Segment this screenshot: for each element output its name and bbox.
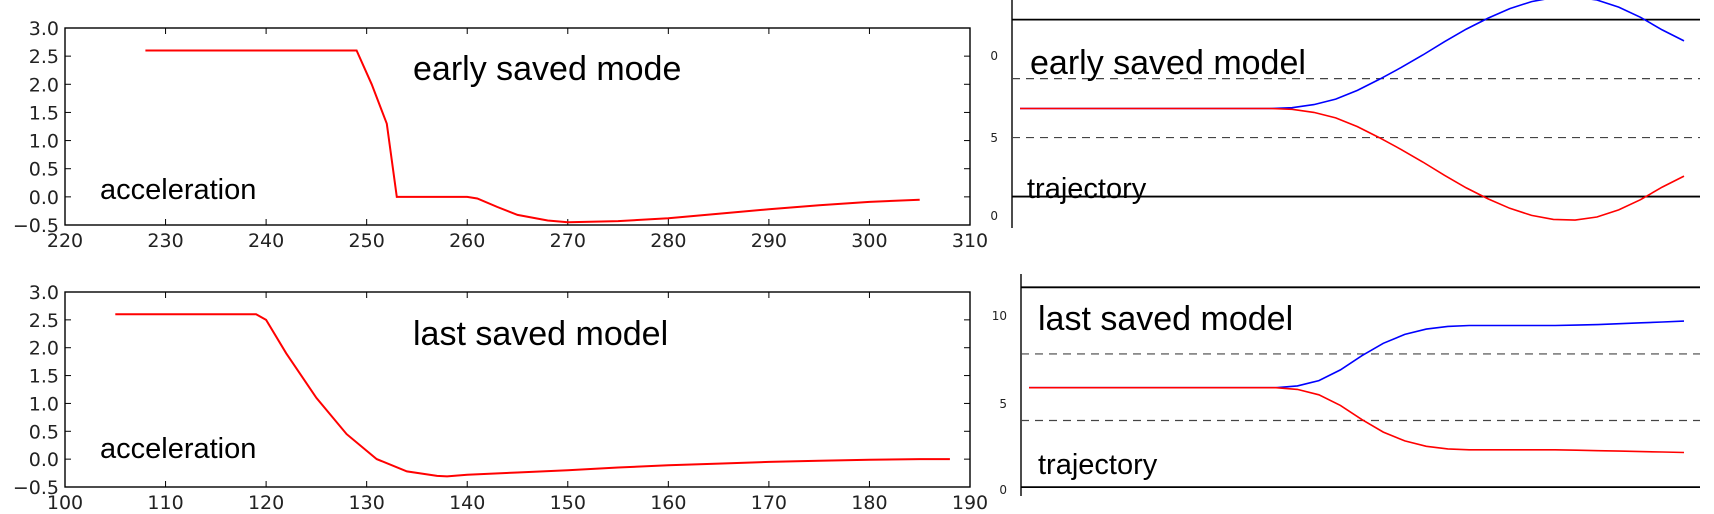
series-label: trajectory	[1038, 449, 1158, 481]
red-trajectory-line	[1020, 107, 1685, 221]
y-tick-label: 0	[999, 483, 1007, 497]
x-tick-label: 100	[47, 492, 83, 514]
y-tick-label: −0.5	[13, 477, 59, 499]
y-tick-label: −0.5	[13, 215, 59, 237]
x-tick-label: 240	[248, 230, 284, 252]
y-tick-label: 0	[990, 49, 998, 63]
chart-title: early saved mode	[413, 50, 681, 88]
y-tick-label: 3.0	[29, 18, 59, 40]
series-label: trajectory	[1027, 173, 1147, 205]
y-tick-label: 10	[992, 309, 1007, 323]
y-tick-label: 1.0	[29, 131, 59, 153]
lane-lines	[1012, 18, 1700, 198]
chart-title: last saved model	[413, 315, 668, 353]
acceleration-chart-early: 220 230 240 250 260 270 280 290 300 310 −0.5 0.0 0.5…	[13, 18, 988, 252]
x-tick-label: 220	[47, 230, 83, 252]
series-label: acceleration	[100, 174, 256, 206]
x-tick-label: 310	[952, 230, 988, 252]
x-tick-label: 280	[650, 230, 686, 252]
plot-frame	[64, 291, 971, 488]
x-tick-label: 270	[550, 230, 586, 252]
series-label: acceleration	[100, 433, 256, 465]
trajectory-chart-last: 10 5 0 last saved model trajectory	[992, 274, 1700, 497]
x-tick-label: 190	[952, 492, 988, 514]
x-tick-label: 230	[147, 230, 183, 252]
y-tick-label: 5	[999, 397, 1007, 411]
y-tick-label: 2.5	[29, 310, 59, 332]
x-tick-label: 130	[349, 492, 385, 514]
y-tick-label: 5	[990, 131, 998, 145]
x-tick-label: 110	[147, 492, 183, 514]
y-tick-label: 0.5	[29, 421, 59, 443]
y-tick-label: 3.0	[29, 282, 59, 304]
y-tick-label: 2.0	[29, 74, 59, 96]
x-tick-label: 260	[449, 230, 485, 252]
axis-ticks: 220 230 240 250 260 270 280 290 300 310 −0.5 0.0 0.5…	[13, 18, 988, 252]
plot-frame	[64, 27, 971, 226]
red-trajectory-line	[1029, 386, 1685, 454]
chart-title: last saved model	[1038, 300, 1293, 338]
y-tick-label: 0.5	[29, 159, 59, 181]
acceleration-chart-last: 100 110 120 130 140 150 160 170 180 190 −0.5 0.0 0.5…	[13, 282, 988, 514]
acceleration-line	[115, 313, 950, 478]
x-tick-label: 120	[248, 492, 284, 514]
blue-trajectory-line	[1029, 320, 1685, 389]
x-tick-label: 180	[851, 492, 887, 514]
y-tick-label: 0.0	[29, 449, 59, 471]
lane-lines	[1021, 286, 1700, 489]
trajectory-chart-early: 0 5 0 early saved model trajectory	[990, 0, 1700, 228]
y-tick-label: 1.0	[29, 393, 59, 415]
x-tick-label: 140	[449, 492, 485, 514]
x-tick-label: 300	[851, 230, 887, 252]
axis-ticks: 100 110 120 130 140 150 160 170 180 190 −0.5 0.0 0.5…	[13, 282, 988, 514]
x-tick-label: 160	[650, 492, 686, 514]
x-tick-label: 170	[751, 492, 787, 514]
y-tick-label: 1.5	[29, 366, 59, 388]
axis-ticks: 0 5 0	[990, 49, 998, 223]
y-tick-label: 1.5	[29, 102, 59, 124]
x-tick-label: 290	[751, 230, 787, 252]
y-tick-label: 0	[990, 209, 998, 223]
x-tick-label: 250	[349, 230, 385, 252]
chart-title: early saved model	[1030, 44, 1306, 82]
y-tick-label: 2.5	[29, 46, 59, 68]
y-tick-label: 2.0	[29, 338, 59, 360]
acceleration-line	[145, 49, 920, 224]
y-tick-label: 0.0	[29, 187, 59, 209]
blue-trajectory-line	[1020, 0, 1685, 110]
x-tick-label: 150	[550, 492, 586, 514]
axis-ticks: 10 5 0	[992, 309, 1007, 497]
